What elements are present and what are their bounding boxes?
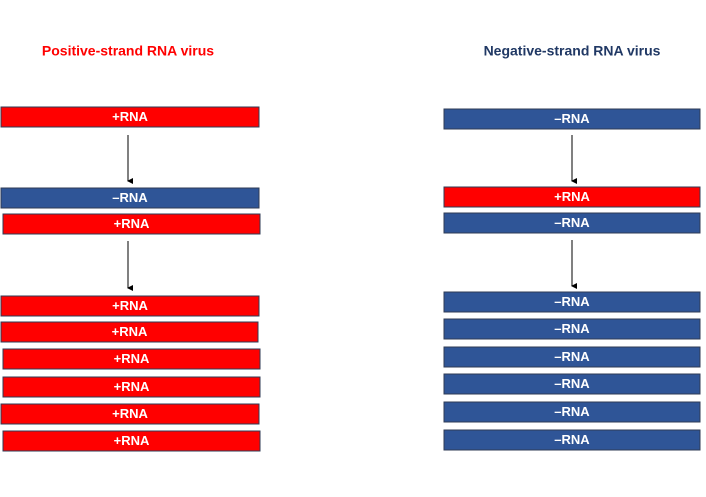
- rna-bar: [443, 212, 701, 234]
- rna-bar: [0, 295, 260, 317]
- rna-label: +RNA: [112, 324, 148, 339]
- rna-bar: [2, 430, 261, 452]
- rna-bar: [0, 187, 260, 209]
- rna-label: –RNA: [554, 349, 590, 364]
- rna-bar: [443, 318, 701, 340]
- rna-label: –RNA: [554, 111, 590, 126]
- rna-bar: [443, 108, 701, 130]
- rna-bar: [0, 321, 259, 343]
- rna-bar: [443, 401, 701, 423]
- rna-label: +RNA: [114, 379, 150, 394]
- rna-label: +RNA: [112, 298, 148, 313]
- rna-label: –RNA: [112, 190, 148, 205]
- rna-bar: [0, 403, 260, 425]
- rna-label: +RNA: [554, 189, 590, 204]
- column-title: Negative-strand RNA virus: [484, 43, 661, 59]
- rna-label: +RNA: [114, 351, 150, 366]
- rna-label: –RNA: [554, 404, 590, 419]
- column-title: Positive-strand RNA virus: [42, 43, 214, 59]
- rna-label: +RNA: [112, 406, 148, 421]
- rna-label: +RNA: [114, 433, 150, 448]
- rna-bar: [443, 373, 701, 395]
- rna-label: –RNA: [554, 294, 590, 309]
- rna-bar: [0, 106, 260, 128]
- rna-bar: [443, 186, 701, 208]
- rna-label: +RNA: [112, 109, 148, 124]
- rna-bar: [443, 346, 701, 368]
- rna-label: +RNA: [114, 216, 150, 231]
- rna-bar: [2, 348, 261, 370]
- rna-bar: [443, 429, 701, 451]
- rna-label: –RNA: [554, 376, 590, 391]
- rna-label: –RNA: [554, 215, 590, 230]
- rna-bar: [2, 376, 261, 398]
- rna-bar: [443, 291, 701, 313]
- rna-label: –RNA: [554, 432, 590, 447]
- rna-label: –RNA: [554, 321, 590, 336]
- rna-bar: [2, 213, 261, 235]
